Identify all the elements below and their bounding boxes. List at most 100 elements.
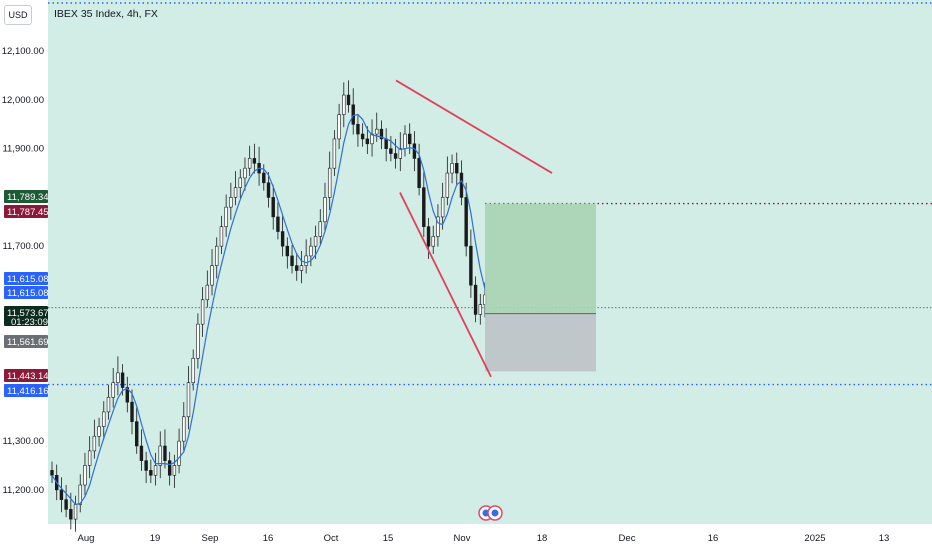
candle-body <box>455 162 459 174</box>
candle-body <box>313 236 318 247</box>
candle-body <box>97 426 101 437</box>
candle-body <box>365 138 370 145</box>
candle-body <box>224 206 228 227</box>
price-tag-label: 11,573.67 <box>7 308 49 319</box>
price-tag-label: 11,789.34 <box>7 192 49 203</box>
price-tag <box>4 306 48 326</box>
candle-body <box>379 128 384 140</box>
upper-trendline[interactable] <box>395 79 553 174</box>
candle-body <box>393 153 398 159</box>
candle-body <box>116 372 120 383</box>
candle-body <box>478 304 482 315</box>
candle-body <box>219 226 224 247</box>
y-tick-label: 11,200.00 <box>2 485 44 496</box>
candle-body <box>337 114 341 140</box>
candle-body <box>356 123 360 135</box>
lower-trendline[interactable] <box>399 192 492 378</box>
candle-body <box>412 143 417 159</box>
candle-body <box>266 182 271 198</box>
candle-body <box>125 387 130 403</box>
x-tick-label: 19 <box>150 533 161 544</box>
candle-body <box>83 465 87 486</box>
x-tick-label: 16 <box>708 533 719 544</box>
price-tag-label: 11,787.45 <box>7 207 49 218</box>
x-tick-label: 2025 <box>804 533 825 544</box>
candle-body <box>426 226 431 247</box>
candle-body <box>78 484 82 505</box>
candle-body <box>384 138 388 149</box>
price-tag <box>4 384 48 397</box>
symbol-title: IBEX 35 Index, 4h, FX <box>54 8 158 20</box>
candle-body <box>106 396 111 413</box>
y-tick-label: 11,900.00 <box>2 144 44 155</box>
price-tag <box>4 369 48 382</box>
price-tag <box>4 190 48 203</box>
candle-body <box>299 265 304 271</box>
candle-body <box>177 440 181 466</box>
candle-body <box>191 357 195 383</box>
x-tick-label: Sep <box>202 533 219 544</box>
candle-body <box>271 197 275 218</box>
candle-body <box>238 177 242 188</box>
candle-body <box>445 172 450 198</box>
candle-body <box>200 299 205 325</box>
candle-body <box>403 133 407 149</box>
candle-body <box>342 94 346 115</box>
candle-body <box>73 504 78 520</box>
moving-average-line <box>51 113 486 506</box>
candle-body <box>182 416 186 442</box>
candle-body <box>304 255 308 266</box>
candle-body <box>153 465 158 476</box>
price-tag-label: 11,416.16 <box>7 386 49 397</box>
y-tick-label: 12,100.00 <box>2 46 44 57</box>
candle-body <box>407 133 412 145</box>
candle-body <box>309 245 313 257</box>
candle-body <box>196 323 200 359</box>
candle-body <box>149 470 153 476</box>
candle-body <box>327 167 332 198</box>
candle-body <box>135 421 139 447</box>
candle-body <box>450 162 454 174</box>
candle-body <box>285 245 290 257</box>
x-tick-label: 18 <box>537 533 548 544</box>
candle-body <box>351 104 355 125</box>
candle-body <box>102 411 106 427</box>
candle-body <box>323 197 327 223</box>
flag-icon <box>491 509 499 517</box>
candle-body <box>422 187 426 227</box>
y-tick-label: 12,000.00 <box>2 95 44 106</box>
candle-body <box>87 450 92 466</box>
candle-body <box>247 158 252 169</box>
price-tag-label: 11,615.08 <box>7 288 49 299</box>
candle-body <box>59 489 64 500</box>
price-tag <box>4 335 48 348</box>
candle-body <box>69 509 73 520</box>
candle-body <box>276 216 280 232</box>
candle-body <box>469 245 473 286</box>
candle-body <box>436 216 440 237</box>
x-tick-label: 13 <box>879 533 890 544</box>
candle-body <box>205 284 210 301</box>
candle-body <box>375 128 379 135</box>
candle-body <box>167 460 172 476</box>
candle-body <box>370 133 374 145</box>
candle-body <box>389 148 393 154</box>
candle-body <box>398 148 402 159</box>
x-tick-label: Aug <box>78 533 95 544</box>
candle-body <box>440 197 445 218</box>
candle-body <box>210 265 214 286</box>
profit-zone[interactable] <box>485 203 596 314</box>
y-tick-label: 11,700.00 <box>2 241 44 252</box>
price-tag-label: 11,443.14 <box>7 371 49 382</box>
currency-button[interactable]: USD <box>4 5 32 25</box>
x-tick-label: 16 <box>263 533 274 544</box>
x-tick-label: Dec <box>619 533 636 544</box>
candle-body <box>252 158 257 164</box>
price-tag-label: 11,615.08 <box>7 274 49 285</box>
candle-body <box>111 382 115 398</box>
x-tick-label: 15 <box>383 533 394 544</box>
x-tick-label: Oct <box>324 533 339 544</box>
loss-zone[interactable] <box>485 313 596 372</box>
candle-body <box>417 158 421 188</box>
